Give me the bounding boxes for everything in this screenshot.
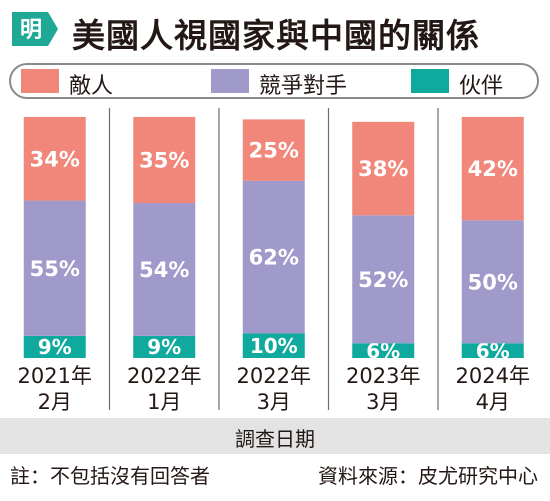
legend-swatch-enemy (21, 69, 59, 93)
x-tick-label-line1: 2022年 (127, 364, 201, 388)
data-label-competitor: 62% (249, 246, 299, 270)
legend-label-partner: 伙伴 (459, 74, 504, 99)
bar-segment-enemy (352, 121, 415, 216)
data-label-enemy: 38% (358, 157, 408, 181)
x-tick-label-line1: 2021年 (18, 364, 92, 388)
source-credit: 資料來源：皮尤研究中心 (318, 464, 538, 488)
bar-segment-partner (23, 335, 86, 358)
bar-segment-competitor (352, 215, 415, 344)
bar-segment-competitor (23, 200, 86, 336)
bar-segment-partner (352, 343, 415, 358)
bar-segment-enemy (23, 116, 86, 201)
legend-label-enemy: 敵人 (69, 74, 114, 99)
x-tick-label-line2: 3月 (257, 390, 291, 414)
chart-legend: 敵人 競爭對手 伙伴 (9, 63, 539, 99)
data-label-competitor: 52% (358, 268, 408, 292)
data-label-competitor: 55% (30, 257, 80, 281)
x-tick-label-line1: 2022年 (237, 364, 311, 388)
data-label-partner: 9% (147, 335, 181, 359)
x-axis-title-band (0, 418, 550, 454)
bar-segment-competitor (133, 203, 196, 336)
bar-segment-enemy (461, 116, 524, 221)
chart-footer: 註：不包括沒有回答者 資料來源：皮尤研究中心 (0, 456, 550, 501)
bar-segment-competitor (242, 180, 305, 334)
x-tick-label-line2: 2月 (38, 390, 72, 414)
legend-swatch-partner (411, 69, 449, 93)
x-tick-label-line1: 2023年 (346, 364, 420, 388)
bar-segment-competitor (461, 220, 524, 344)
x-tick-label-line2: 4月 (476, 390, 510, 414)
x-tick-label-line2: 1月 (147, 390, 181, 414)
footnote: 註：不包括沒有回答者 (10, 464, 210, 488)
logo-text: 明 (20, 18, 42, 43)
x-axis-title: 調查日期 (235, 427, 315, 451)
data-label-partner: 10% (250, 334, 298, 358)
bar-segment-enemy (242, 119, 305, 181)
data-label-enemy: 42% (468, 157, 518, 181)
data-label-enemy: 34% (30, 147, 80, 171)
chart-header: 明 美國人視國家與中國的關係 (0, 0, 550, 58)
data-label-competitor: 54% (139, 258, 189, 282)
data-label-competitor: 50% (468, 270, 518, 294)
bar-segment-partner (461, 343, 524, 358)
x-tick-label-line2: 3月 (366, 390, 400, 414)
data-label-enemy: 25% (249, 139, 299, 163)
legend-swatch-competitor (211, 69, 249, 93)
data-label-partner: 9% (38, 335, 72, 359)
bar-segment-partner (242, 333, 305, 358)
data-label-enemy: 35% (139, 149, 189, 173)
newspaper-logo-icon: 明 (12, 12, 58, 46)
stacked-bar-chart: 9%55%34%2021年2月9%54%35%2022年1月10%62%25%2… (18, 108, 530, 414)
page-title: 美國人視國家與中國的關係 (72, 16, 480, 55)
legend-label-competitor: 競爭對手 (259, 74, 348, 99)
logo-tag-shape (12, 12, 58, 46)
x-tick-label-line1: 2024年 (456, 364, 530, 388)
bar-segment-partner (133, 335, 196, 358)
bar-segment-enemy (133, 116, 196, 204)
